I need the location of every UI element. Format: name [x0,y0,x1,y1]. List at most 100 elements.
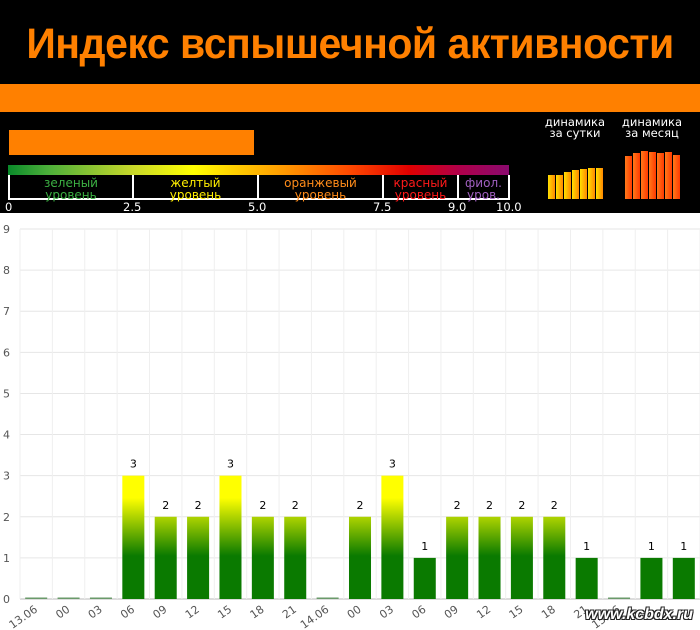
x-tick-label: 13.06 [7,603,40,630]
dynamics-bar [673,155,680,199]
bar [154,516,177,599]
level-label-line2: уровень [169,188,222,202]
level-label-line1: фиол. [465,176,502,190]
scale-tick-label: 0 [5,200,13,214]
data-label: 3 [130,458,137,471]
dynamics-bar [641,151,648,199]
orange-band [0,84,700,112]
x-tick-label: 15 [215,603,234,622]
bar [122,475,145,599]
dynamics-bar [564,172,571,199]
scale-divider [257,175,259,200]
header-panel: Индекс вспышечной активности зеленый уро… [0,0,700,213]
dynamics-bar [572,170,579,199]
scale-divider [382,175,384,200]
level-label-line1: оранжевый [284,176,357,190]
level-label-line2: уров. [467,188,500,202]
bar [89,597,112,599]
bar [446,516,469,599]
data-label: 2 [162,499,169,512]
data-label: 3 [389,458,396,471]
data-label: 2 [259,499,266,512]
data-label: 2 [551,499,558,512]
x-tick-label: 03 [86,603,105,622]
dynamics-bar [580,169,587,199]
dynamics-bar [556,175,563,199]
dynamics-bar [625,156,632,199]
y-tick-label: 7 [3,305,10,318]
y-tick-label: 1 [3,552,10,565]
scale-divider [132,175,134,200]
bar [284,516,307,599]
dynamics-bar [657,153,664,199]
level-label-line2: уровень [394,188,447,202]
x-tick-label: 09 [442,603,461,622]
bar [608,597,631,599]
data-label: 2 [454,499,461,512]
bar [57,597,80,599]
data-label: 2 [486,499,493,512]
scale-tick-label: 5.0 [248,200,267,214]
x-tick-label: 12 [474,603,493,622]
bar [381,475,404,599]
dynamics-day-label: динамика за сутки [539,115,611,140]
watermark: www.kcbdx.ru [585,606,693,623]
x-tick-label: 06 [118,603,137,622]
y-tick-label: 2 [3,511,10,524]
y-tick-label: 8 [3,264,10,277]
x-tick-label: 09 [151,603,170,622]
dynamics-bar [596,168,603,199]
dynamics-label-line1: динамика [544,115,606,129]
dynamics-month-label: динамика за месяц [616,115,688,140]
x-tick-label: 14.06 [298,603,331,630]
data-label: 2 [292,499,299,512]
scale-divider [8,175,10,200]
dynamics-label-line2: за месяц [625,126,679,140]
dynamics-bar [633,153,640,199]
dynamics-bar [548,175,555,199]
bar [575,557,598,599]
level-label-line2: уровень [294,188,347,202]
y-tick-label: 4 [3,429,10,442]
x-tick-label: 03 [377,603,396,622]
data-label: 2 [357,499,364,512]
level-purple-label: фиол. уров. [459,177,508,201]
x-tick-label: 00 [345,603,364,622]
bar [187,516,210,599]
bar [478,516,501,599]
bar [672,557,695,599]
y-tick-label: 9 [3,223,10,236]
level-scale-gradient [8,165,509,175]
data-label: 1 [648,540,655,553]
bar [219,475,242,599]
y-tick-label: 5 [3,387,10,400]
level-yellow-label: желтый уровень [134,177,257,201]
level-scale-baseline [8,198,510,200]
dynamics-label-line2: за сутки [549,126,601,140]
level-label-line1: желтый [170,176,221,190]
scale-tick-label: 9.0 [448,200,467,214]
dynamics-label-line1: динамика [621,115,683,129]
bar [413,557,436,599]
scale-tick-label: 7.5 [373,200,392,214]
y-tick-label: 0 [3,593,10,606]
scale-divider [457,175,459,200]
data-label: 1 [583,540,590,553]
y-tick-label: 6 [3,346,10,359]
data-label: 1 [421,540,428,553]
bar [510,516,533,599]
data-label: 3 [227,458,234,471]
data-label: 2 [518,499,525,512]
level-label-line2: уровень [45,188,97,202]
x-tick-label: 18 [539,603,558,622]
level-orange-label: оранжевый уровень [259,177,382,201]
level-red-label: красный уровень [384,177,457,201]
y-tick-label: 3 [3,470,10,483]
index-level-bar [9,130,254,155]
level-green-label: зеленый уровень [10,177,132,201]
x-tick-label: 12 [183,603,202,622]
scale-tick-label: 2.5 [123,200,142,214]
x-tick-label: 00 [53,603,72,622]
bar [316,597,339,599]
